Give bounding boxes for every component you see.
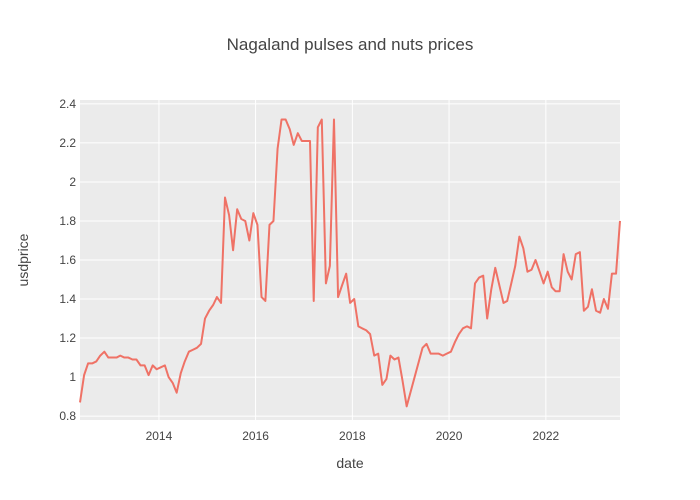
series-layer: [79, 118, 621, 408]
x-tick-label: 2022: [532, 429, 559, 443]
y-tick-label: 1.4: [59, 292, 76, 306]
y-tick-label: 2.2: [59, 136, 76, 150]
y-tick-label: 1.8: [59, 214, 76, 228]
y-axis-title: usdprice: [15, 233, 31, 286]
x-axis-title: date: [336, 455, 363, 471]
series-line: [79, 118, 621, 408]
chart-title: Nagaland pulses and nuts prices: [227, 35, 474, 54]
x-tick-label: 2020: [436, 429, 463, 443]
tick-labels: 0.8 1 1.2 1.4 1.6 1.8 2 2.2 2.4 2014 2016 2018 2020 2…: [59, 97, 559, 443]
y-tick-label: 1.2: [59, 331, 76, 345]
x-tick-label: 2018: [339, 429, 366, 443]
y-tick-label: 1.6: [59, 253, 76, 267]
y-tick-label: 2: [69, 175, 76, 189]
gridlines: [80, 100, 620, 420]
y-tick-label: 0.8: [59, 409, 76, 423]
y-tick-label: 2.4: [59, 97, 76, 111]
x-tick-label: 2016: [242, 429, 269, 443]
y-tick-label: 1: [69, 370, 76, 384]
x-tick-label: 2014: [146, 429, 173, 443]
